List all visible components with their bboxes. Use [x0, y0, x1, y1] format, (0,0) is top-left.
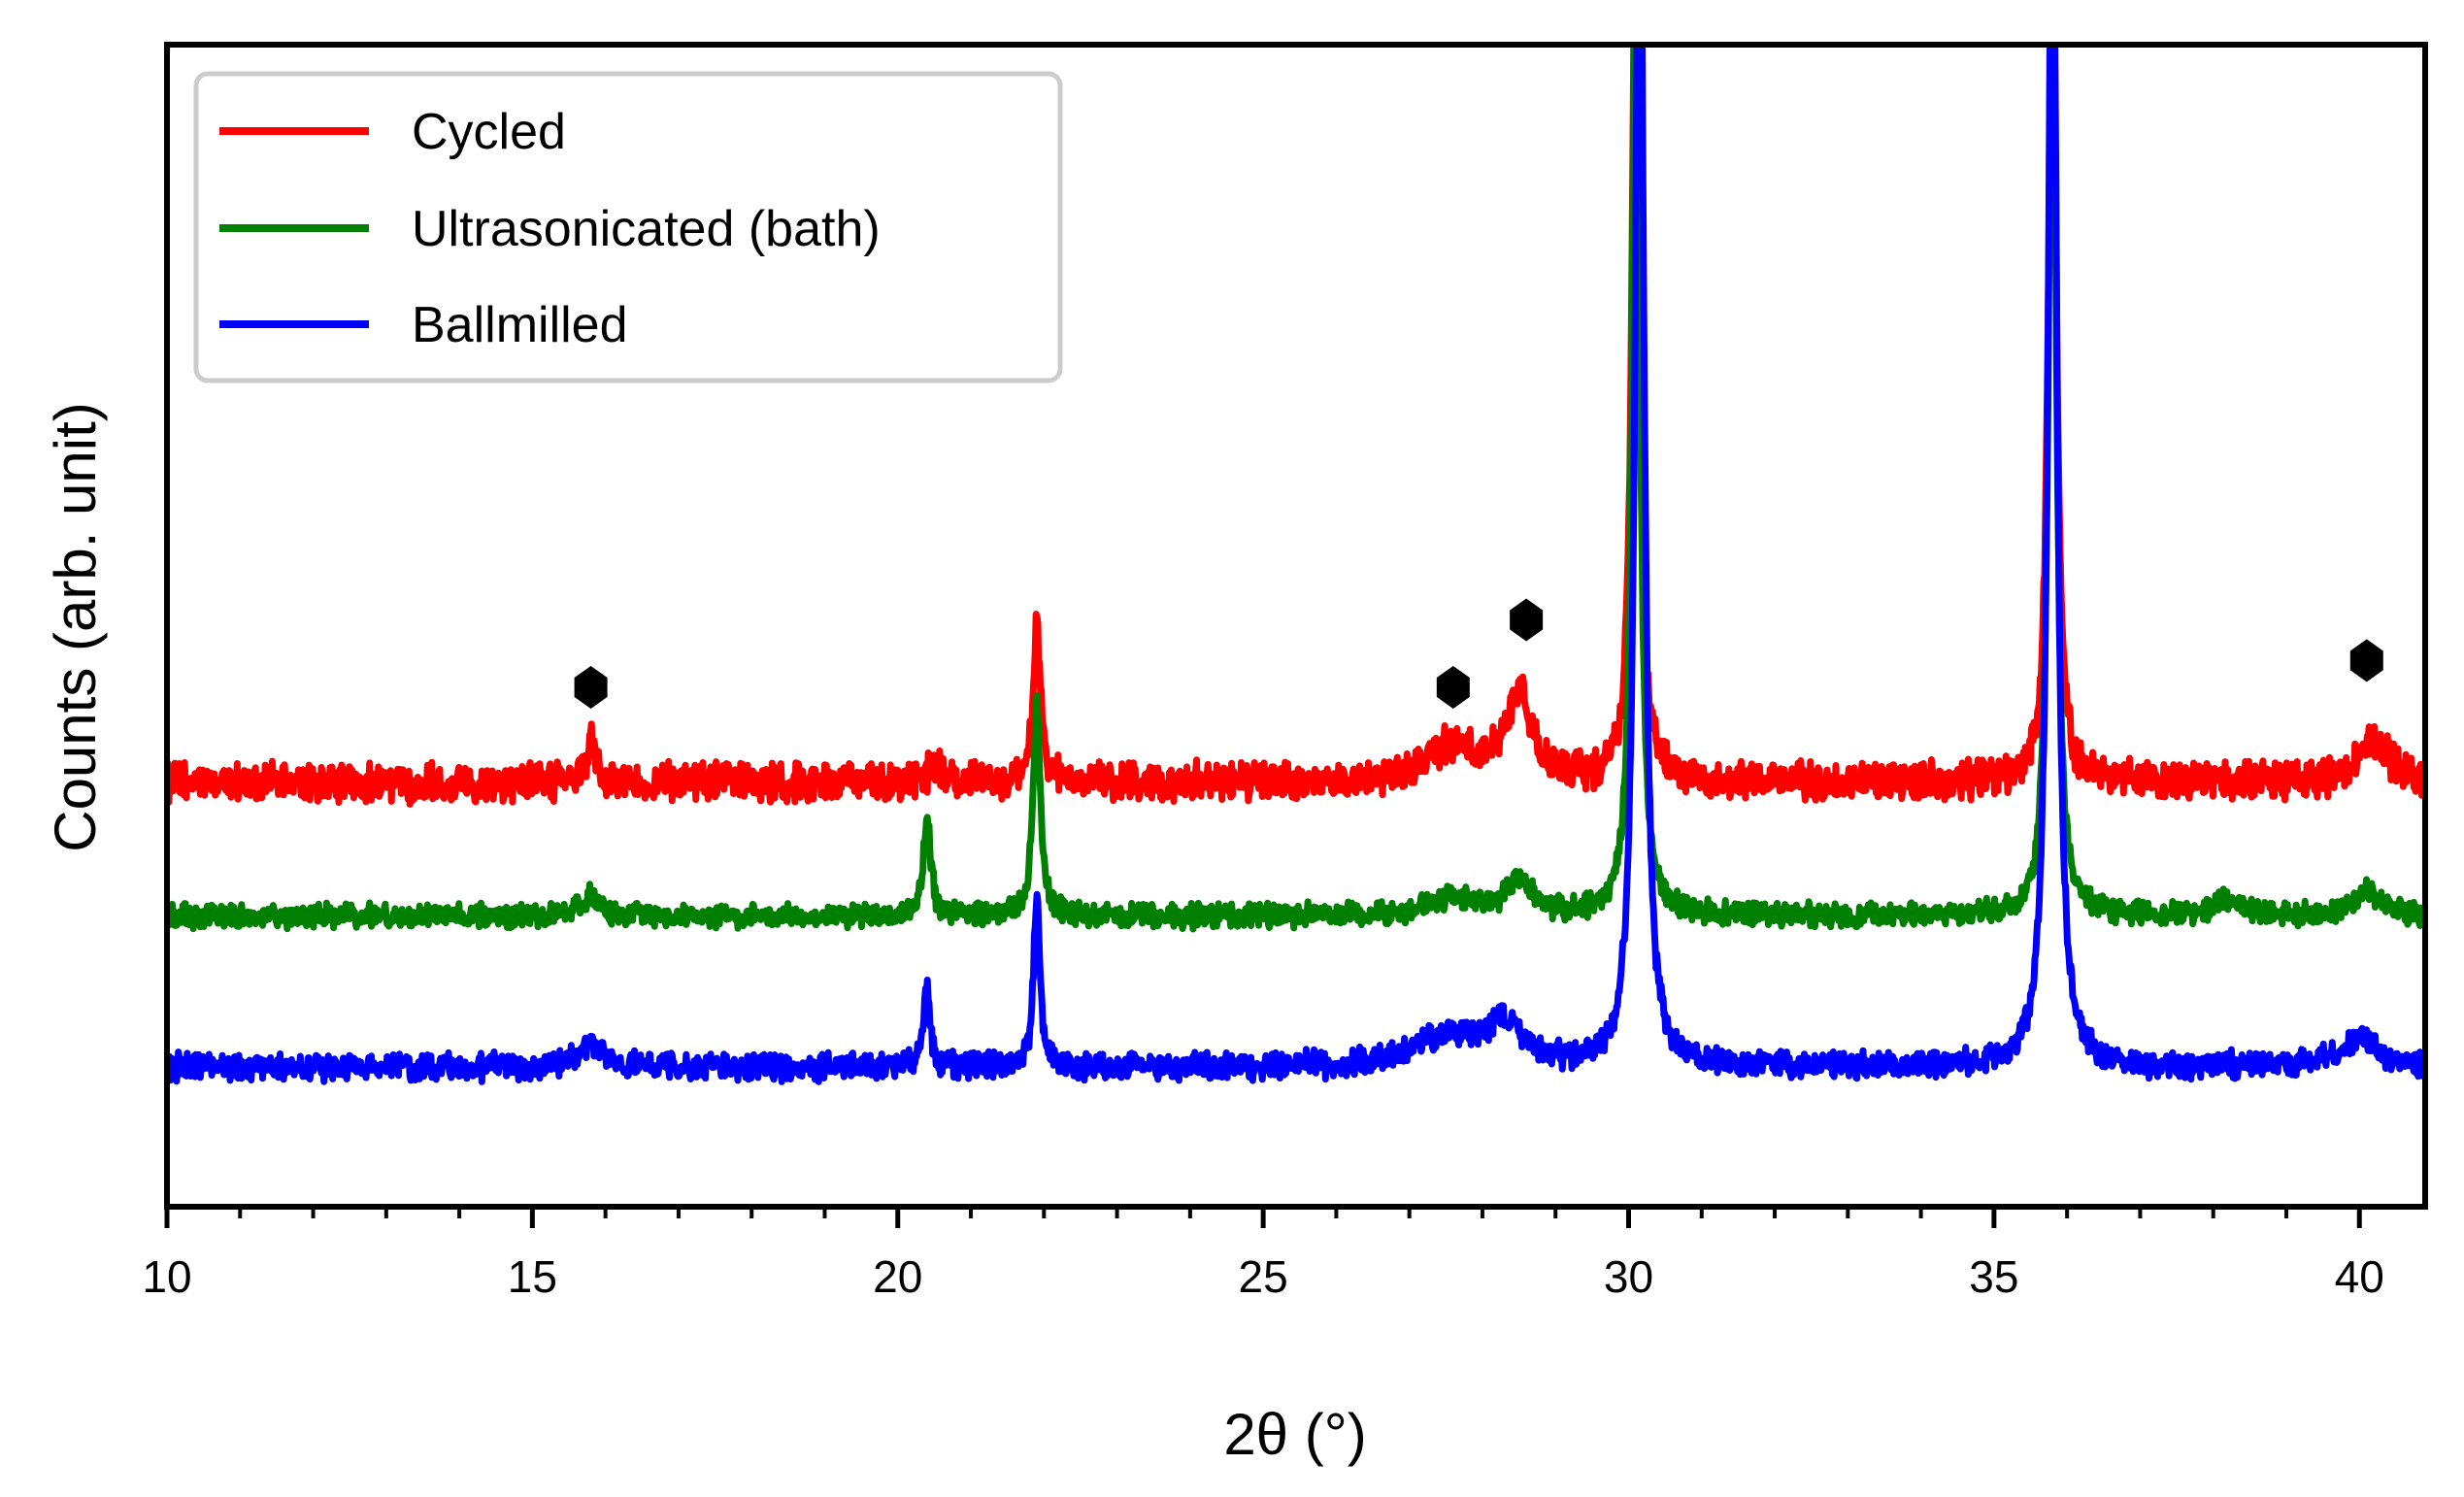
x-tick-label: 15: [508, 1251, 557, 1302]
diamond-marker-1: [1436, 665, 1470, 709]
x-axis-label: 2θ (°): [1223, 1402, 1366, 1467]
x-tick-label: 40: [2335, 1251, 2384, 1302]
x-tick-label: 20: [873, 1251, 922, 1302]
y-axis-label: Counts (arb. unit): [43, 402, 108, 852]
x-tick-label: 10: [142, 1251, 191, 1302]
x-tick-label: 30: [1604, 1251, 1653, 1302]
series-layer: [167, 45, 2425, 1085]
legend-frame: [193, 71, 1063, 383]
diamond-marker-2: [1510, 598, 1544, 642]
legend-label-cycled: Cycled: [412, 104, 566, 160]
diamond-marker-3: [2349, 639, 2383, 682]
diamond-marker-0: [574, 665, 608, 709]
plot-frame: [164, 42, 2428, 1210]
x-axis-ticks: 10 15 20 25 30 35 40: [142, 1207, 2384, 1302]
legend-label-ballmilled: Ballmilled: [412, 297, 628, 353]
marker-layer: [574, 598, 2383, 709]
legend-label-ultrasonicated: Ultrasonicated (bath): [412, 201, 881, 257]
x-tick-label: 25: [1239, 1251, 1288, 1302]
x-tick-label: 35: [1969, 1251, 2018, 1302]
series-line-ballmilled: [167, 45, 2425, 1085]
legend: Cycled Ultrasonicated (bath) Ballmilled: [193, 71, 1063, 383]
